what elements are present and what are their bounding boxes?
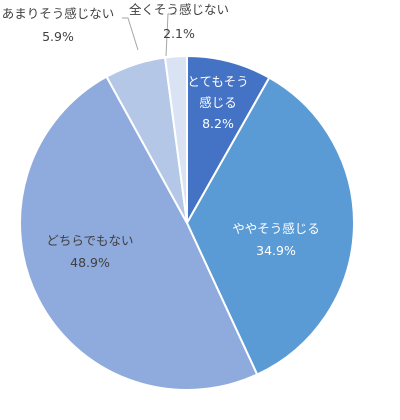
pie-slices	[19, 54, 355, 391]
leader-lines	[122, 13, 176, 57]
slice-category-label: 感じる	[199, 95, 237, 110]
pie-slice-2	[19, 75, 259, 391]
slice-category-label: とてもそう	[187, 74, 248, 89]
slice-category-label: どちらでもない	[46, 233, 133, 248]
slice-percent-label: 48.9%	[70, 255, 110, 270]
leader-line-not-much	[122, 17, 139, 51]
slice-percent-label: 8.2%	[202, 116, 234, 131]
pie-slice-4	[163, 54, 188, 224]
slice-percent-label: 5.9%	[42, 29, 74, 44]
slice-category-label: ややそう感じる	[232, 221, 320, 236]
slice-category-label: 全くそう感じない	[129, 2, 229, 17]
slice-category-label: あまりそう感じない	[2, 6, 115, 21]
leader-line-not-at-all	[165, 13, 176, 57]
pie-slice-1	[185, 76, 355, 376]
slice-percent-label: 2.1%	[163, 26, 195, 41]
slice-percent-label: 34.9%	[256, 243, 296, 258]
